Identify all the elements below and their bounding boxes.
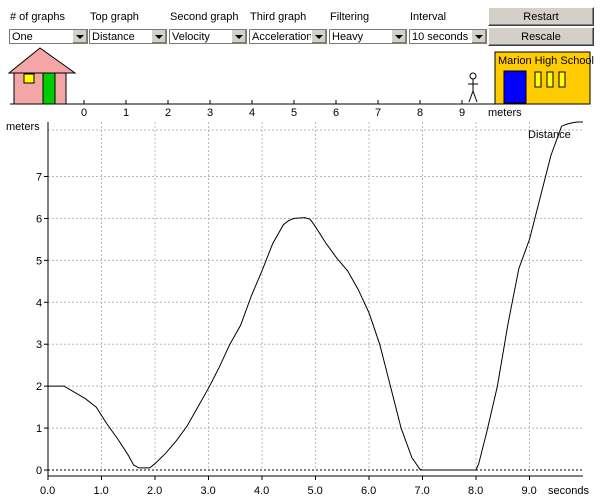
distance-series-line [48,121,583,471]
house-icon [7,47,77,105]
y-tick-label: 6 [36,213,42,225]
second-graph-select[interactable]: Velocity [169,29,247,44]
track-unit-label: meters [488,107,522,118]
y-tick-label: 0 [36,465,42,477]
legend-distance: Distance [528,129,571,141]
y-tick-label: 1 [36,423,42,435]
track-tick-label: 0 [81,107,87,118]
chevron-down-icon[interactable] [391,30,406,43]
top-graph-label: Top graph [90,11,139,23]
x-tick-label: 4.0 [254,485,269,497]
second-graph-value: Velocity [172,31,210,43]
x-tick-label: 8.0 [468,485,483,497]
motion-scene: 0 1 2 3 4 5 6 7 8 9 meters Marion High School [7,47,594,118]
track-tick-label: 3 [207,107,213,118]
x-tick-label: 1.0 [94,485,109,497]
track-tick-label: 9 [459,107,465,118]
track-tick-label: 6 [333,107,339,118]
third-graph-label: Third graph [250,11,307,23]
track-tick-label: 8 [417,107,423,118]
chevron-down-icon[interactable] [72,30,87,43]
school-name: Marion High School [498,55,594,67]
y-tick-label: 5 [36,255,42,267]
restart-button[interactable]: Restart [488,7,594,26]
track-tick-label: 5 [291,107,297,118]
interval-select[interactable]: 10 seconds [409,29,487,44]
y-axis-label: meters [6,121,40,133]
school-icon: Marion High School [494,51,594,105]
filtering-value: Heavy [332,31,364,43]
x-tick-label: 5.0 [308,485,323,497]
chevron-down-icon[interactable] [231,30,246,43]
interval-value: 10 seconds [412,31,469,43]
top-graph-select[interactable]: Distance [89,29,167,44]
y-tick-label: 3 [36,339,42,351]
y-tick-label: 7 [36,172,42,184]
track-tick-label: 7 [375,107,381,118]
second-graph-label: Second graph [170,11,239,23]
num-graphs-value: One [12,31,33,43]
x-tick-label: 9.0 [522,485,537,497]
top-graph-value: Distance [92,31,135,43]
filtering-label: Filtering [330,11,370,23]
num-graphs-select[interactable]: One [9,29,88,44]
x-tick-label: 3.0 [201,485,216,497]
x-tick-label: 2.0 [147,485,162,497]
interval-label: Interval [410,11,447,23]
x-tick-label: 0.0 [40,485,55,497]
chevron-down-icon[interactable] [471,30,486,43]
track-tick-label: 1 [123,107,129,118]
chevron-down-icon[interactable] [151,30,166,43]
track-tick-label: 2 [165,107,171,118]
rescale-button[interactable]: Rescale [488,27,594,46]
x-tick-label: 7.0 [415,485,430,497]
num-graphs-label: # of graphs [10,11,66,23]
walker-icon[interactable] [468,72,478,103]
third-graph-value: Acceleration [252,31,313,43]
y-tick-label: 4 [36,297,42,309]
filtering-select[interactable]: Heavy [329,29,407,44]
x-axis-label: seconds [548,485,589,497]
chevron-down-icon[interactable] [311,30,326,43]
third-graph-select[interactable]: Acceleration [249,29,327,44]
track-tick-label: 4 [249,107,255,118]
y-tick-label: 2 [36,381,42,393]
x-tick-label: 6.0 [361,485,376,497]
